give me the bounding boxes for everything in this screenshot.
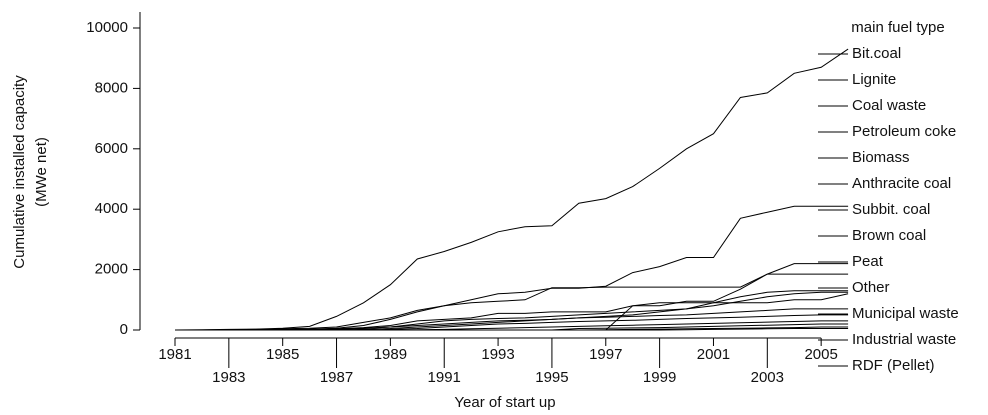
y-tick-label: 2000 bbox=[95, 261, 128, 278]
x-axis-label: Year of start up bbox=[454, 394, 555, 411]
legend-label: Petroleum coke bbox=[852, 123, 956, 140]
x-tick-label: 1989 bbox=[374, 346, 407, 363]
series-line bbox=[175, 205, 849, 331]
x-tick-label: 1981 bbox=[158, 346, 191, 363]
series-line bbox=[175, 263, 849, 331]
legend-label: Subbit. coal bbox=[852, 201, 930, 218]
legend-title: main fuel type bbox=[851, 19, 944, 36]
x-tick-label: 2005 bbox=[804, 346, 837, 363]
legend-label: Biomass bbox=[852, 149, 910, 166]
y-tick-label: 4000 bbox=[95, 200, 128, 217]
legend-label: RDF (Pellet) bbox=[852, 357, 935, 374]
x-tick-label: 1983 bbox=[212, 369, 245, 386]
x-tick-label: 1987 bbox=[320, 369, 353, 386]
x-tick-label: 1993 bbox=[481, 346, 514, 363]
legend-label: Anthracite coal bbox=[852, 175, 951, 192]
y-axis-label: (MWe net) bbox=[33, 137, 50, 207]
x-tick-label: 1997 bbox=[589, 346, 622, 363]
legend-label: Peat bbox=[852, 253, 884, 270]
y-tick-label: 8000 bbox=[95, 79, 128, 96]
legend-label: Brown coal bbox=[852, 227, 926, 244]
x-tick-label: 1999 bbox=[643, 369, 676, 386]
x-tick-label: 1991 bbox=[428, 369, 461, 386]
legend-label: Coal waste bbox=[852, 97, 926, 114]
y-tick-label: 6000 bbox=[95, 140, 128, 157]
x-tick-label: 2003 bbox=[751, 369, 784, 386]
series-line bbox=[175, 308, 849, 331]
legend-label: Bit.coal bbox=[852, 45, 901, 62]
series-line bbox=[174, 48, 849, 331]
y-axis-label: Cumulative installed capacity bbox=[11, 75, 28, 269]
y-tick-label: 0 bbox=[120, 321, 128, 338]
y-tick-label: 10000 bbox=[86, 19, 128, 36]
x-tick-label: 2001 bbox=[697, 346, 730, 363]
series-line bbox=[175, 328, 849, 331]
legend-label: Lignite bbox=[852, 71, 896, 88]
legend-label: Industrial waste bbox=[852, 331, 956, 348]
legend-label: Municipal waste bbox=[852, 305, 959, 322]
legend-label: Other bbox=[852, 279, 890, 296]
x-tick-label: 1985 bbox=[266, 346, 299, 363]
x-tick-label: 1995 bbox=[535, 369, 568, 386]
